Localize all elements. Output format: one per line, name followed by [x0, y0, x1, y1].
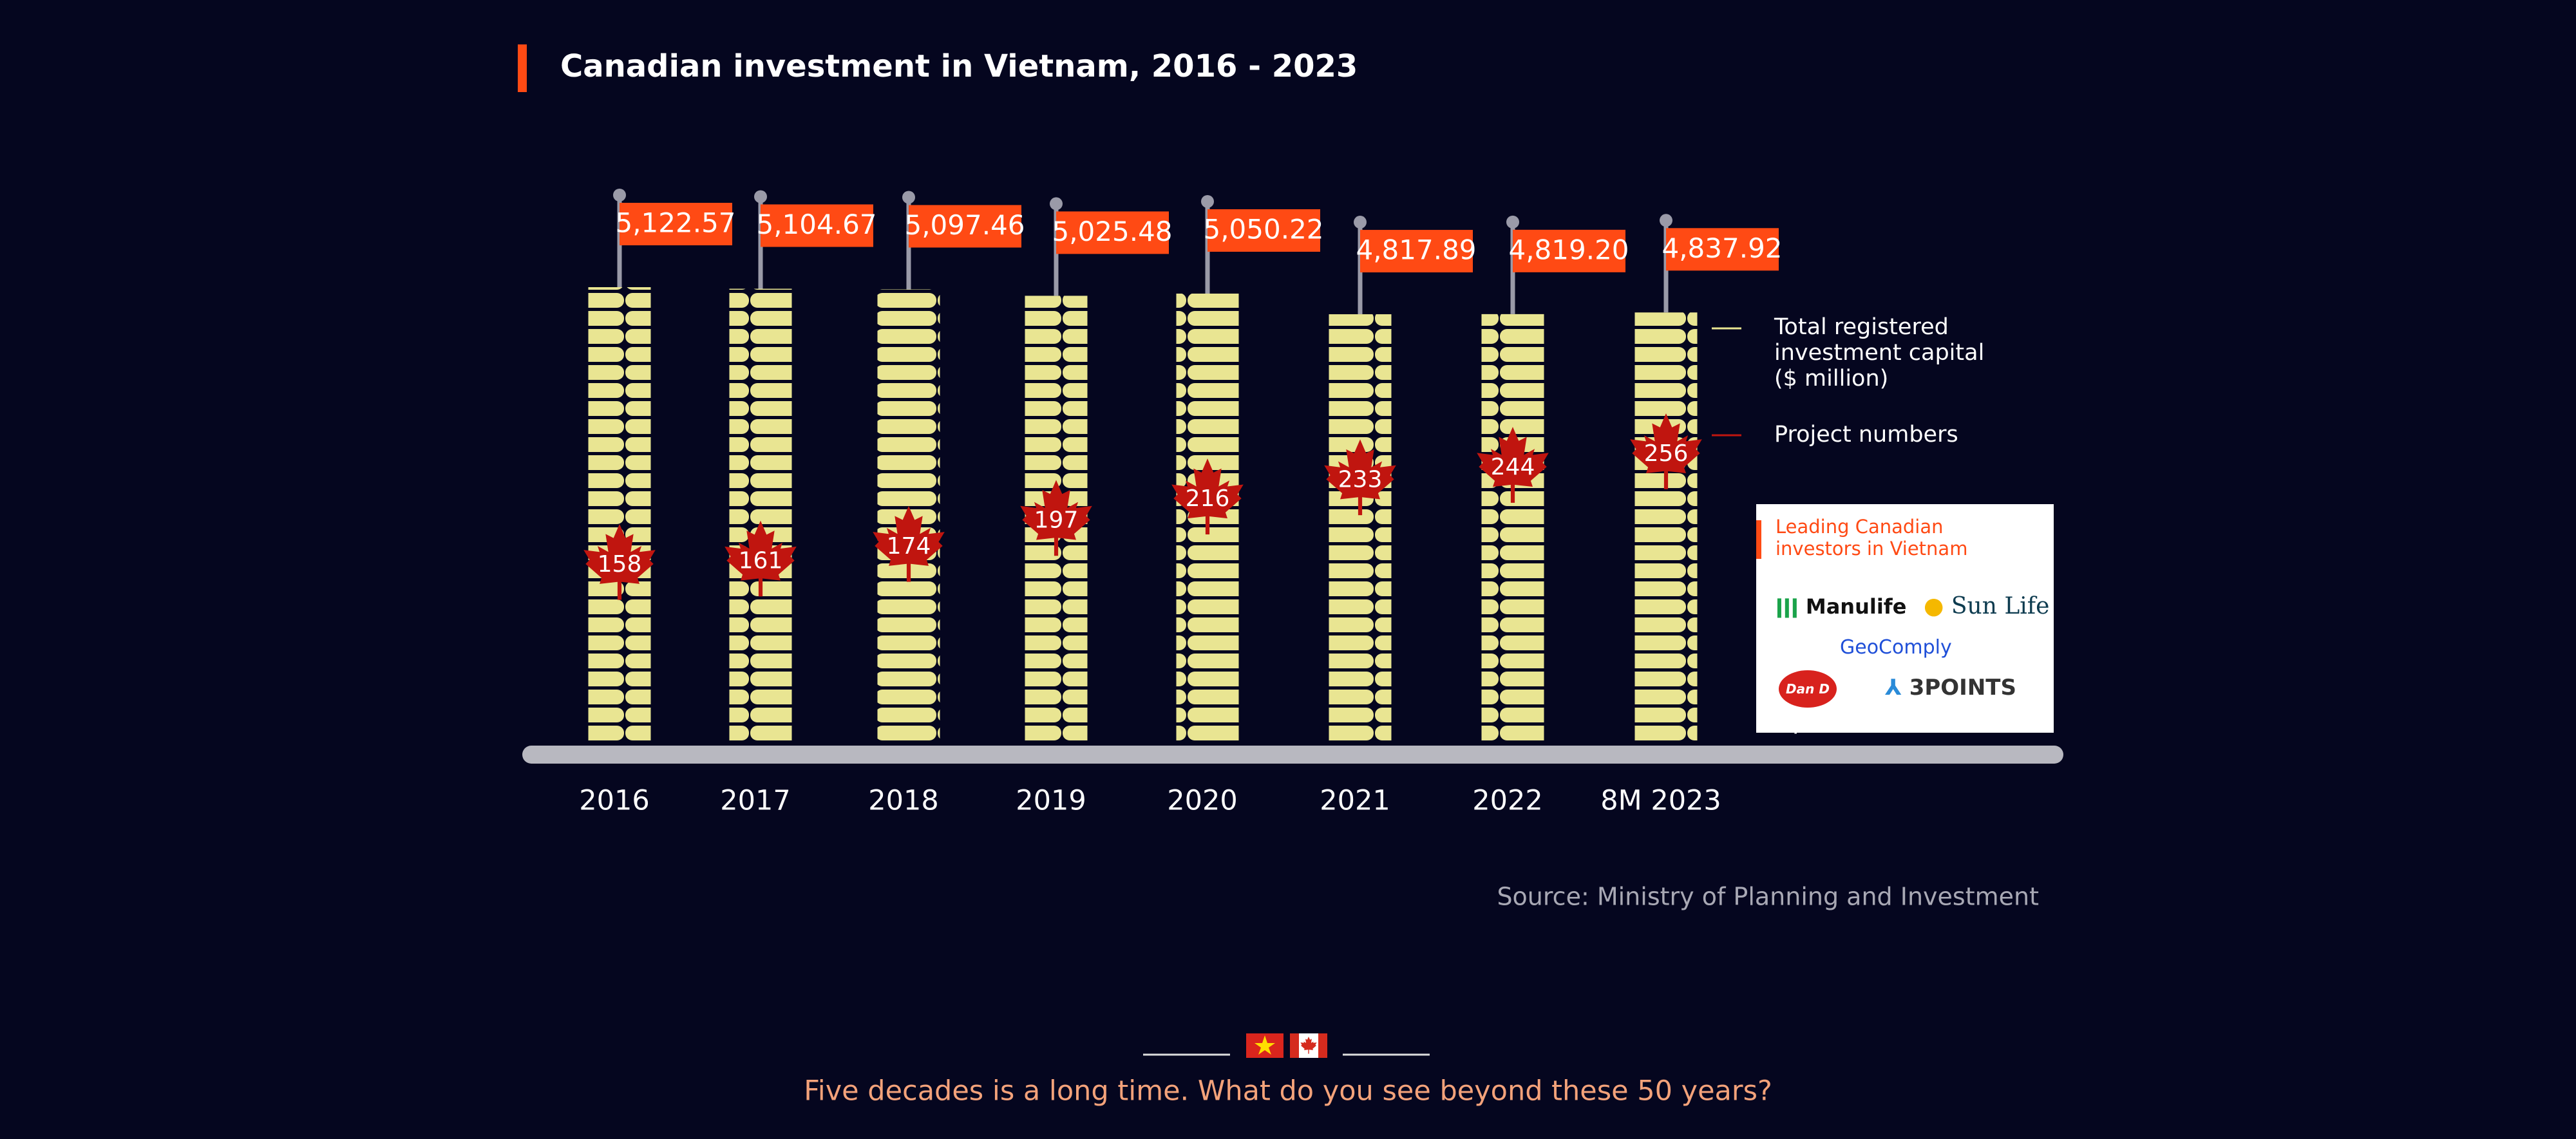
x-tick-label: 8M 2023 [1600, 785, 1721, 817]
project-label: 161 [739, 548, 783, 574]
baseline [522, 746, 2063, 764]
value-label-box [1208, 209, 1320, 252]
value-label-box [620, 203, 732, 245]
value-label: 5,050.22 [1203, 213, 1323, 245]
investor-box: Leading Canadian investors in Vietnam ǀǀ… [1756, 504, 2054, 734]
logo-text: 3POINTS [1909, 675, 2016, 701]
logo: ǀǀǀ Manulife [1776, 594, 1907, 619]
x-tick-label: 2020 [1167, 785, 1237, 817]
legend-label: Project numbers [1774, 422, 1958, 447]
project-label: 197 [1034, 507, 1079, 533]
logo: Dan D pak [1779, 670, 1837, 734]
flag-canada-band [1290, 1033, 1299, 1058]
box-title: Leading Canadian investors in Vietnam [1776, 516, 1968, 560]
logo: ● Sun Life [1924, 593, 2050, 619]
coin-stack [588, 287, 651, 742]
maple-leaf [1171, 458, 1244, 534]
project-label: 216 [1186, 485, 1230, 512]
source: Source: Ministry of Planning and Investm… [1497, 883, 2039, 911]
coin-stack [1634, 312, 1698, 742]
value-label-box [1513, 229, 1625, 272]
pole-knob [1660, 214, 1672, 227]
pole-knob [902, 191, 915, 204]
x-tick-label: 2022 [1472, 785, 1542, 817]
maple-leaf [1477, 427, 1549, 503]
chart-title: Canadian investment in Vietnam, 2016 - 2… [560, 48, 1358, 84]
maple-leaf [724, 520, 797, 597]
logo: ⅄ 3POINTS [1885, 675, 2016, 701]
project-label: 174 [887, 533, 931, 560]
value-label: 5,025.48 [1052, 216, 1172, 247]
value-label-box [1666, 228, 1779, 271]
value-label-box [1360, 230, 1473, 273]
maple-leaf [873, 505, 945, 582]
project-label: 158 [598, 551, 642, 578]
pole-knob [1050, 197, 1063, 211]
maple-leaf [1020, 480, 1092, 556]
project-label: 256 [1644, 440, 1689, 467]
x-tick-label: 2019 [1016, 785, 1086, 817]
coin-stack [1329, 314, 1392, 742]
coin-stack [729, 288, 792, 743]
x-tick-label: 2016 [579, 785, 649, 817]
box-accent [1756, 520, 1761, 559]
logo-text: Sun Life [1951, 593, 2050, 619]
value-label: 4,817.89 [1356, 234, 1476, 266]
value-label-box [761, 204, 873, 247]
value-label: 5,097.46 [904, 209, 1025, 241]
pole-knob [1201, 194, 1214, 208]
value-label: 5,122.57 [615, 207, 735, 239]
value-label: 5,104.67 [756, 209, 876, 240]
pole-knob [754, 190, 767, 203]
flag-leaf [1300, 1037, 1317, 1054]
coin-stack [1481, 314, 1544, 742]
logo: GeoComply [1840, 636, 1952, 659]
value-label: 4,837.92 [1662, 232, 1782, 264]
x-tick-label: 2017 [720, 785, 790, 817]
title-accent [518, 44, 527, 92]
pole-knob [1506, 215, 1519, 229]
pole-knob [613, 189, 626, 202]
footer-text: Five decades is a long time. What do you… [804, 1075, 1772, 1107]
value-label: 4,819.20 [1508, 234, 1629, 265]
pole-knob [1354, 216, 1367, 229]
maple-leaf [1630, 413, 1702, 489]
project-label: 244 [1491, 454, 1535, 480]
project-label: 233 [1338, 466, 1383, 493]
flag-canada-band [1318, 1033, 1327, 1058]
flag-star [1255, 1035, 1275, 1055]
legend-label: Total registered investment capital ($ m… [1774, 314, 1985, 391]
value-label-box [909, 205, 1021, 248]
x-tick-label: 2018 [868, 785, 938, 817]
x-tick-label: 2021 [1320, 785, 1390, 817]
maple-leaf [583, 523, 656, 600]
maple-leaf [1324, 439, 1396, 516]
value-label-box [1056, 211, 1169, 254]
logo-text: Manulife [1805, 594, 1907, 619]
